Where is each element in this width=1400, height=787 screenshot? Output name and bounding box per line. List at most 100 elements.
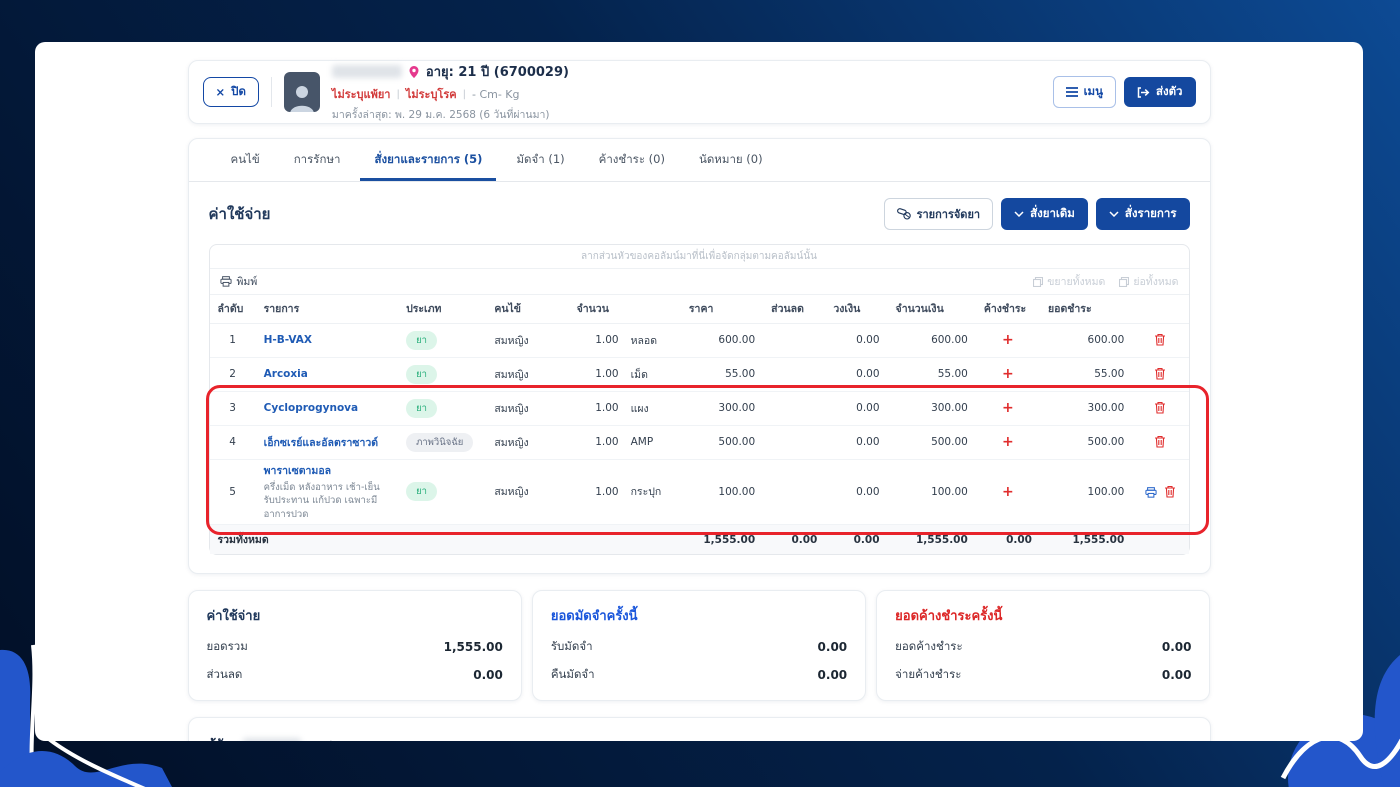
tab-overdue[interactable]: ค้างชำระ (0) (598, 152, 665, 166)
recipient-name: ทดสอบ (307, 734, 348, 741)
tab-bar: คนไข้ การรักษา สั่งยาและรายการ (5) มัดจำ… (188, 139, 1210, 182)
divider (270, 77, 272, 107)
col-actions (1132, 295, 1189, 324)
table-row: 3 Cycloprogynova ยา สมหญิง 1.00 แผง 300.0… (209, 391, 1189, 426)
close-button[interactable]: × ปิด (202, 77, 259, 107)
type-badge: ยา (406, 398, 437, 418)
allergy-status: ไม่ระบุแพ้ยา (331, 88, 391, 101)
add-overdue-button[interactable]: + (1002, 400, 1014, 416)
location-pin-icon (409, 65, 419, 78)
person-icon (290, 86, 314, 112)
patient-name-redacted (331, 65, 402, 78)
col-amount[interactable]: จำนวนเงิน (887, 295, 976, 324)
menu-icon (1065, 87, 1078, 97)
patient-header-card: × ปิด (187, 60, 1211, 124)
refer-patient-button[interactable]: ส่งตัว (1123, 77, 1196, 107)
col-patient[interactable]: คนไข้ (486, 295, 569, 324)
item-link[interactable]: Cycloprogynova (263, 402, 359, 414)
pills-icon (896, 208, 911, 220)
col-type[interactable]: ประเภท (398, 295, 487, 324)
table-row: 1 H-B-VAX ยา สมหญิง 1.00 หลอด 600.00 0.00… (209, 323, 1189, 358)
menu-button[interactable]: เมนู (1052, 76, 1116, 108)
add-overdue-button[interactable]: + (1002, 434, 1014, 450)
col-quantity[interactable]: จำนวน (568, 295, 681, 324)
delete-row-button[interactable] (1152, 365, 1168, 382)
expenses-title: ค่าใช้จ่าย (208, 205, 271, 223)
table-row: 5 พาราเซตามอล ครึ่งเม็ด หลังอาหาร เช้า-เ… (209, 459, 1189, 525)
type-badge: ยา (406, 482, 437, 502)
table-row: 2 Arcoxia ยา สมหญิง 1.00 เม็ด 55.00 0.00 … (209, 357, 1189, 392)
dispense-list-button[interactable]: รายการจัดยา (883, 198, 994, 230)
reorder-medication-button[interactable]: สั่งยาเดิม (1001, 198, 1088, 230)
add-overdue-button[interactable]: + (1002, 332, 1014, 348)
expand-all-icon (1033, 276, 1044, 287)
col-price[interactable]: ราคา (680, 295, 764, 324)
app-window: × ปิด (35, 42, 1363, 741)
recipient-label: ผู้รับ: (209, 734, 237, 741)
trash-icon (1155, 367, 1166, 380)
add-overdue-button[interactable]: + (1002, 483, 1014, 500)
chevron-down-icon (1014, 211, 1024, 217)
group-by-dropzone[interactable]: ลากส่วนหัวของคอลัมน์มาที่นี่เพื่อจัดกลุ่… (209, 245, 1189, 269)
expense-summary-card: ค่าใช้จ่าย ยอดรวม 1,555.00 ส่วนลด 0.00 (187, 590, 522, 702)
printer-icon (1145, 486, 1157, 498)
collapse-all-button[interactable]: ย่อทั้งหมด (1119, 273, 1179, 290)
measurements: - Cm- Kg (471, 87, 520, 101)
transfer-arrow-icon (1137, 86, 1150, 98)
print-label-button[interactable] (1143, 485, 1159, 500)
tab-treatment[interactable]: การรักษา (293, 152, 341, 166)
table-total-row: รวมทั้งหมด 1,555.00 0.00 0.00 1,555.00 0… (209, 524, 1189, 555)
expense-summary-title: ค่าใช้จ่าย (206, 609, 261, 625)
tab-appointments[interactable]: นัดหมาย (0) (698, 152, 763, 166)
type-badge: ยา (406, 330, 437, 350)
tab-patient[interactable]: คนไข้ (230, 152, 260, 166)
add-overdue-button[interactable]: + (1002, 366, 1014, 382)
col-credit[interactable]: วงเงิน (825, 295, 888, 324)
expenses-table: ลากส่วนหัวของคอลัมน์มาที่นี่เพื่อจัดกลุ่… (205, 244, 1209, 556)
col-discount[interactable]: ส่วนลด (763, 295, 826, 324)
trash-icon (1155, 401, 1166, 414)
type-badge: ภาพวินิจฉัย (406, 432, 474, 452)
item-link[interactable]: H-B-VAX (263, 334, 313, 346)
type-badge: ยา (406, 364, 437, 384)
delete-row-button[interactable] (1162, 483, 1178, 500)
trash-icon (1155, 435, 1166, 448)
table-header-row: ลำดับ รายการ ประเภท คนไข้ จำนวน ราคา ส่ว… (209, 295, 1189, 324)
delete-row-button[interactable] (1152, 433, 1168, 450)
chevron-down-icon (1109, 211, 1119, 217)
item-instructions: ครึ่งเม็ด หลังอาหาร เช้า-เย็น รับประทาน … (263, 481, 380, 521)
trash-icon (1165, 485, 1176, 498)
patient-avatar (283, 72, 320, 112)
item-link[interactable]: เอ็กซเรย์และอัลตราซาวด์ (263, 436, 379, 449)
main-panel: คนไข้ การรักษา สั่งยาและรายการ (5) มัดจำ… (187, 138, 1211, 575)
col-total[interactable]: ยอดชำระ (1040, 295, 1133, 324)
total-label: รวมทั้งหมด (209, 524, 681, 555)
collapse-all-icon (1119, 276, 1130, 287)
printer-icon (219, 276, 232, 287)
tab-orders[interactable]: สั่งยาและรายการ (5) (360, 139, 497, 181)
deposit-summary-title: ยอดมัดจำครั้งนี้ (550, 609, 638, 625)
close-icon: × (215, 85, 226, 99)
order-items-button[interactable]: สั่งรายการ (1095, 198, 1190, 230)
disease-status: ไม่ระบุโรค (405, 88, 457, 101)
trash-icon (1155, 333, 1166, 346)
deposit-summary-card: ยอดมัดจำครั้งนี้ รับมัดจำ 0.00 คืนมัดจำ … (531, 590, 867, 702)
print-table-button[interactable]: พิมพ์ (219, 273, 257, 290)
col-index[interactable]: ลำดับ (209, 295, 256, 324)
patient-age-id: อายุ: 21 ปี (6700029) (425, 65, 569, 80)
delete-row-button[interactable] (1152, 399, 1168, 416)
tab-deposit[interactable]: มัดจำ (1) (516, 152, 565, 166)
patient-info: อายุ: 21 ปี (6700029) ไม่ระบุแพ้ยา | ไม่… (331, 61, 569, 123)
last-visit: มาครั้งล่าสุด: พ. 29 ม.ค. 2568 (6 วันที่… (331, 109, 550, 121)
item-link[interactable]: พาราเซตามอล (263, 464, 332, 477)
table-row: 4 เอ็กซเรย์และอัลตราซาวด์ ภาพวินิจฉัย สม… (209, 425, 1189, 460)
delete-row-button[interactable] (1152, 331, 1168, 348)
overdue-summary-card: ยอดค้างชำระครั้งนี้ ยอดค้างชำระ 0.00 จ่า… (876, 590, 1211, 702)
item-link[interactable]: Arcoxia (263, 368, 308, 380)
recipient-name-redacted (242, 738, 301, 741)
receipt-card: ผู้รับ: ทดสอบ สุทธิ (5 รายการ) 1,555.00 … (187, 717, 1211, 741)
overdue-summary-title: ยอดค้างชำระครั้งนี้ (895, 609, 1003, 625)
col-item[interactable]: รายการ (255, 295, 399, 324)
col-overdue[interactable]: ค้างชำระ (975, 295, 1040, 324)
expand-all-button[interactable]: ขยายทั้งหมด (1033, 273, 1105, 290)
